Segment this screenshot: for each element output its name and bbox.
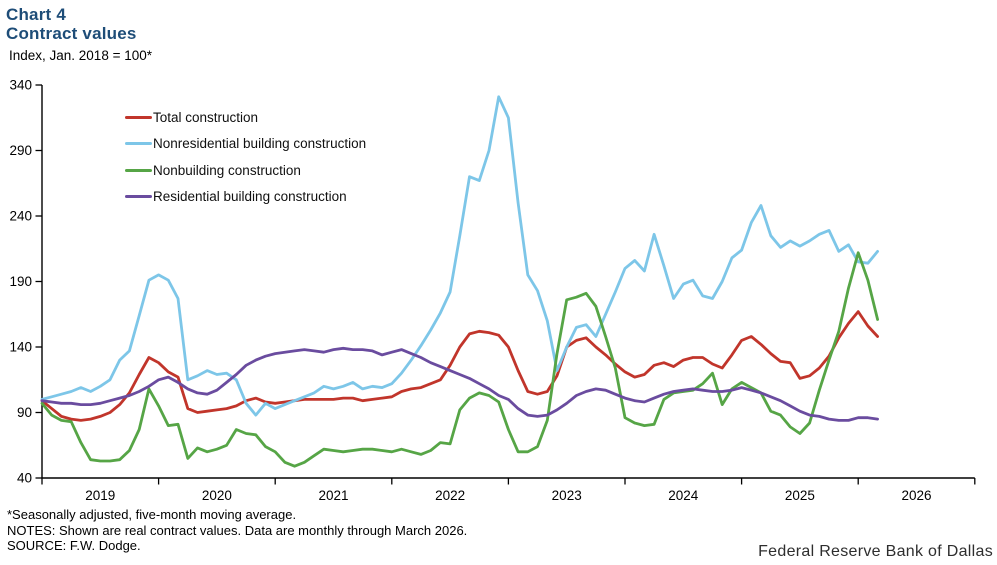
x-axis-tick-label: 2022	[435, 488, 465, 503]
legend-line-swatch	[125, 142, 152, 146]
x-axis-tick-label: 2020	[202, 488, 232, 503]
series-line-nonbuilding-construction	[40, 251, 879, 468]
chart-title-text: Contract values	[6, 24, 137, 43]
legend-line-swatch	[125, 168, 152, 172]
legend-line-swatch	[125, 195, 152, 199]
chart-footnotes: *Seasonally adjusted, five-month moving …	[7, 507, 467, 554]
x-axis-tick-label: 2024	[668, 488, 699, 503]
axis-unit-label: Index, Jan. 2018 = 100*	[9, 48, 152, 63]
y-axis-tick-label: 290	[9, 143, 32, 158]
fed-dallas-wordmark: Federal Reserve Bank of Dallas	[758, 543, 993, 560]
legend-label: Nonbuilding construction	[153, 162, 301, 178]
axes	[41, 85, 975, 479]
x-axis-tick-label: 2023	[552, 488, 582, 503]
x-axis-tick-label: 2019	[85, 488, 115, 503]
y-axis-tick-label: 240	[9, 209, 32, 224]
x-axis-tick-label: 2026	[901, 488, 931, 503]
y-axis-tick-label: 340	[9, 78, 32, 93]
legend-item: Nonresidential building construction	[125, 131, 366, 158]
chart-title: Chart 4 Contract values	[6, 5, 137, 43]
legend-label: Total construction	[153, 109, 259, 125]
y-axis-tick-label: 190	[9, 274, 32, 289]
legend-item: Nonbuilding construction	[125, 157, 366, 184]
legend-item: Total construction	[125, 104, 366, 131]
footnote-notes: NOTES: Shown are real contract values. D…	[7, 522, 468, 538]
series-line-residential-building-construction	[40, 346, 879, 422]
x-axis-tick-label: 2021	[318, 488, 348, 503]
x-axis-tick-label: 2025	[785, 488, 815, 503]
legend-item: Residential building construction	[125, 184, 366, 211]
legend-line-swatch	[125, 115, 152, 119]
footnote-source: SOURCE: F.W. Dodge.	[7, 538, 141, 553]
legend-label: Residential building construction	[153, 189, 347, 205]
series-line-nonresidential-building-construction	[40, 95, 879, 417]
y-axis-tick-label: 140	[9, 340, 32, 355]
chart-legend: Total construction Nonresidential buildin…	[125, 104, 366, 210]
chart-number: Chart 4	[6, 5, 66, 24]
series-line-total-construction	[40, 310, 879, 422]
y-axis-tick-label: 40	[17, 471, 32, 486]
footnote-adjustment: *Seasonally adjusted, five-month moving …	[7, 507, 297, 522]
legend-label: Nonresidential building construction	[153, 136, 367, 152]
y-axis-tick-label: 90	[17, 405, 32, 420]
